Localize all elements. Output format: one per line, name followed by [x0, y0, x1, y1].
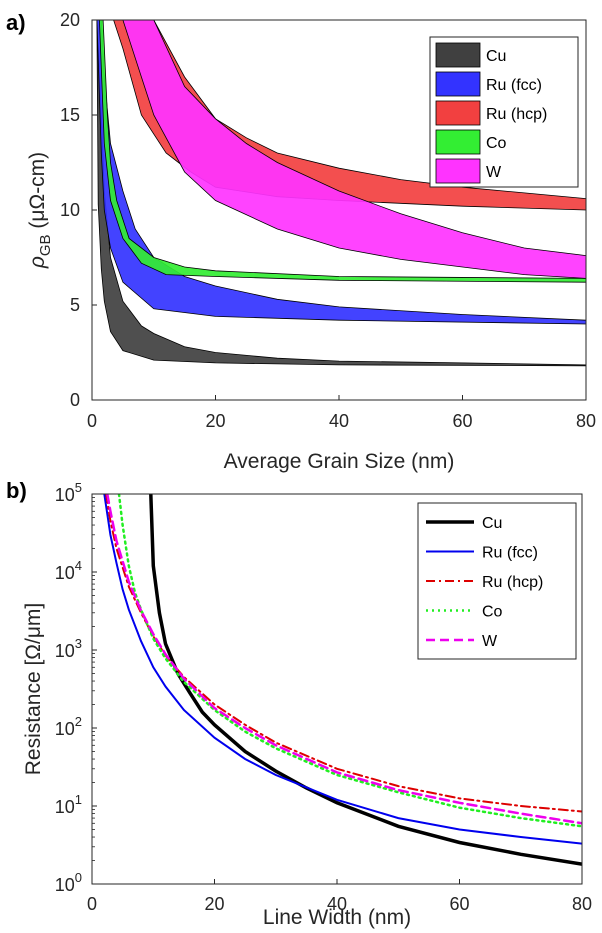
y-tick-label: 5: [70, 295, 80, 315]
y-tick-label: 0: [70, 390, 80, 410]
line-w: [106, 494, 582, 825]
x-tick-label: 20: [205, 411, 225, 431]
legend-swatch-cu: [435, 42, 481, 68]
y-tick-label: 101: [55, 792, 82, 817]
x-tick-label: 80: [572, 894, 592, 914]
legend-label-co: Co: [486, 135, 507, 152]
legend-label-cu: Cu: [482, 515, 502, 532]
y-tick-label: 15: [60, 105, 80, 125]
band-w: [122, 20, 586, 279]
band-co: [98, 20, 586, 283]
panel-a-y-label-sub: GB: [37, 234, 54, 256]
panel-b-x-axis-label: Line Width (nm): [263, 906, 411, 929]
x-tick-label: 0: [87, 894, 97, 914]
x-tick-label: 40: [327, 894, 347, 914]
legend-label-w: W: [482, 633, 498, 650]
line-ru-hcp: [105, 494, 582, 813]
legend-label-cu: Cu: [486, 48, 506, 65]
panel-a-plot-area: [96, 20, 586, 367]
panel-b-y-ticks: 100 101 102 103 104 105: [55, 480, 97, 895]
line-ru-fcc: [103, 494, 582, 845]
panel-b-y-axis-label: Resistance [Ω/μm]: [22, 603, 45, 776]
panel-a-y-label-main: ρ: [26, 256, 49, 269]
legend-label-w: W: [486, 164, 502, 181]
x-tick-label: 0: [87, 411, 97, 431]
line-co: [117, 494, 582, 828]
panel-a-x-axis-label: Average Grain Size (nm): [224, 450, 455, 473]
panel-a-legend: Cu Ru (fcc) Ru (hcp) Co W: [429, 36, 579, 188]
y-tick-label: 102: [55, 714, 82, 739]
legend-label-ru-hcp: Ru (hcp): [486, 106, 547, 123]
panel-b-legend: Cu Ru (fcc) Ru (hcp) Co W: [417, 502, 577, 660]
x-tick-label: 20: [204, 894, 224, 914]
y-tick-label: 103: [55, 636, 82, 661]
panel-b-plot-area: [103, 494, 582, 866]
panel-a-label: a): [6, 10, 26, 35]
legend-swatch-ru-fcc: [435, 71, 481, 97]
line-cu: [149, 494, 582, 866]
legend-swatch-ru-hcp: [435, 100, 481, 126]
panel-b-x-ticks: 0 20 40 60 80: [87, 879, 592, 914]
band-cu: [96, 20, 586, 367]
y-tick-label: 10: [60, 200, 80, 220]
panel-b: b) 0 20 40 60 80 100 101 102 103 104 105 Line Wid…: [6, 478, 592, 929]
x-tick-label: 60: [452, 411, 472, 431]
legend-swatch-w: [435, 158, 481, 184]
x-tick-label: 60: [449, 894, 469, 914]
legend-label-ru-hcp: Ru (hcp): [482, 574, 543, 591]
x-tick-label: 40: [329, 411, 349, 431]
y-tick-label: 100: [55, 870, 82, 895]
x-tick-label: 80: [576, 411, 596, 431]
panel-a-y-ticks: 0 5 10 15 20: [60, 10, 97, 410]
y-tick-label: 105: [55, 480, 82, 505]
panel-b-legend-box: [417, 502, 577, 660]
y-tick-label: 20: [60, 10, 80, 30]
panel-a-y-axis-label: ρGB (μΩ-cm): [26, 152, 54, 269]
panel-b-label: b): [6, 478, 27, 503]
panel-a: a) 0 20 40 60 80 0 5 10 15 20 Average Grain Size…: [6, 10, 596, 473]
legend-label-ru-fcc: Ru (fcc): [482, 545, 538, 562]
legend-label-ru-fcc: Ru (fcc): [486, 77, 542, 94]
panel-a-y-label-rest: (μΩ-cm): [26, 152, 49, 235]
band-ru-fcc: [96, 20, 586, 325]
y-tick-label: 104: [55, 558, 82, 583]
legend-label-co: Co: [482, 604, 503, 621]
legend-swatch-co: [435, 129, 481, 155]
panel-a-x-ticks: 0 20 40 60 80: [87, 395, 596, 431]
